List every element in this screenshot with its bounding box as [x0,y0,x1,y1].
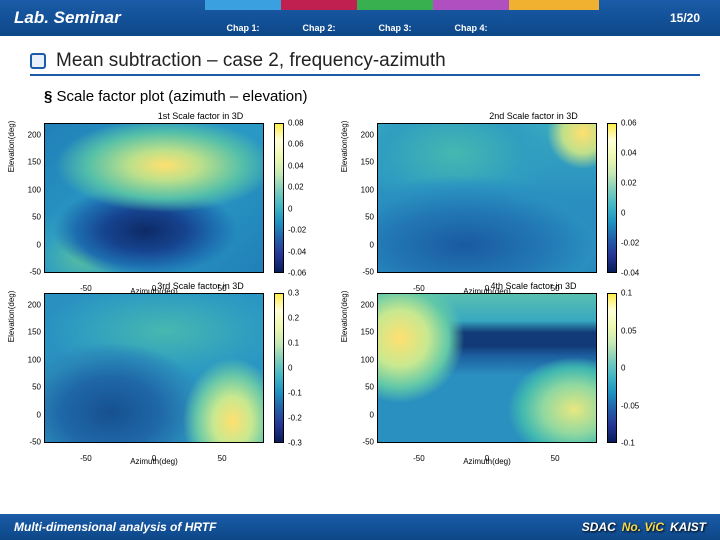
plot-grid: 1st Scale factor in 3D -50050100150200-50… [44,111,690,443]
x-axis-label: Azimuth(deg) [463,457,511,466]
chapter-tab[interactable]: Chap 4: [433,0,509,36]
tab-label: Chap 2: [302,23,335,33]
colorbar [607,123,617,273]
footer-left: Multi-dimensional analysis of HRTF [14,520,216,534]
heatmap-plot: 1st Scale factor in 3D -50050100150200-50… [44,111,357,273]
tab-label: Chap 4: [454,23,487,33]
chapter-tab[interactable]: Chap 3: [357,0,433,36]
footer-org: SDAC [582,520,616,534]
page-number: 15/20 [650,0,720,36]
chapter-tab[interactable]: Chap 2: [281,0,357,36]
chapter-tabs: Chap 1: Chap 2: Chap 3: Chap 4: [205,0,650,36]
footer-bar: Multi-dimensional analysis of HRTF SDAC N… [0,514,720,540]
plot-title: 3rd Scale factor in 3D [44,281,357,291]
bullet-icon [30,53,46,69]
footer-org: No. ViC [622,520,664,534]
section-heading: Mean subtraction – case 2, frequency-azi… [30,50,700,76]
footer-right: SDAC No. ViC KAIST [576,520,706,534]
colorbar [274,293,284,443]
plot-axes: -50050100150200-50050Elevation(deg)Azimu… [44,123,264,273]
heatmap-surface [45,294,263,442]
plot-axes: -50050100150200-50050Elevation(deg)Azimu… [377,293,597,443]
plot-axes: -50050100150200-50050Elevation(deg)Azimu… [377,123,597,273]
heatmap-plot: 4th Scale factor in 3D -50050100150200-50… [377,281,690,443]
heatmap-plot: 2nd Scale factor in 3D -50050100150200-50… [377,111,690,273]
footer-org: KAIST [670,520,706,534]
y-axis-label: Elevation(deg) [340,121,349,173]
colorbar [607,293,617,443]
heatmap-surface [378,294,596,442]
heatmap-surface [45,124,263,272]
section-title: Mean subtraction – case 2, frequency-azi… [56,50,446,72]
seminar-title: Lab. Seminar [0,0,205,36]
x-axis-label: Azimuth(deg) [130,457,178,466]
chapter-tab[interactable]: Chap 1: [205,0,281,36]
heatmap-surface [378,124,596,272]
y-axis-label: Elevation(deg) [340,291,349,343]
plot-axes: -50050100150200-50050Elevation(deg)Azimu… [44,293,264,443]
tab-label: Chap 1: [226,23,259,33]
header-bar: Lab. Seminar Chap 1: Chap 2: Chap 3: Chap 4… [0,0,720,36]
y-axis-label: Elevation(deg) [7,121,16,173]
tab-label: Chap 3: [378,23,411,33]
colorbar [274,123,284,273]
subsection-title: Scale factor plot (azimuth – elevation) [44,88,720,105]
y-axis-label: Elevation(deg) [7,291,16,343]
heatmap-plot: 3rd Scale factor in 3D -50050100150200-50… [44,281,357,443]
plot-title: 4th Scale factor in 3D [377,281,690,291]
plot-title: 1st Scale factor in 3D [44,111,357,121]
plot-title: 2nd Scale factor in 3D [377,111,690,121]
chapter-tab[interactable] [509,0,599,36]
